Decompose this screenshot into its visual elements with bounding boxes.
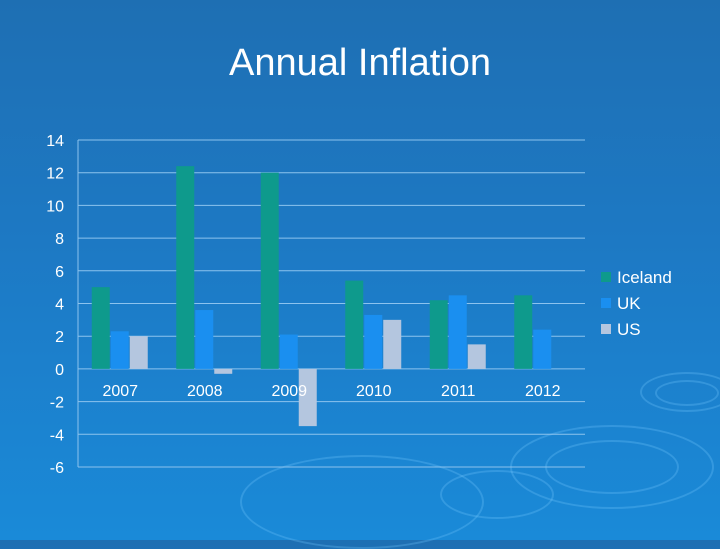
bar-us-2008	[214, 368, 233, 374]
bar-iceland-2010	[345, 280, 364, 369]
bar-us-2011	[467, 344, 486, 369]
y-tick-label: 0	[55, 362, 64, 379]
y-tick-label: 6	[55, 264, 64, 281]
decorative-ripple	[440, 470, 554, 519]
gridlines	[77, 139, 585, 468]
y-tick-label: 4	[55, 297, 64, 314]
legend-swatch-us	[601, 324, 611, 334]
x-tick-label: 2008	[187, 383, 223, 400]
legend-label-iceland: Iceland	[617, 268, 672, 287]
bar-iceland-2007	[91, 287, 110, 369]
decorative-ripple	[640, 372, 720, 412]
y-tick-label: -6	[50, 460, 64, 477]
legend-label-uk: UK	[617, 294, 641, 313]
y-tick-label: -4	[50, 427, 64, 444]
bar-us-2010	[383, 319, 402, 369]
x-tick-label: 2010	[356, 383, 392, 400]
bar-uk-2008	[195, 310, 214, 369]
x-tick-label: 2007	[102, 383, 138, 400]
bar-iceland-2008	[176, 166, 195, 369]
bar-uk-2010	[364, 314, 383, 369]
x-axis-ticks: 2007 2008 2009 2010 2011 2012	[102, 383, 560, 400]
bar-uk-2007	[110, 331, 129, 369]
legend: Iceland UK US	[601, 268, 672, 339]
y-tick-label: 14	[46, 133, 64, 150]
x-tick-label: 2009	[271, 383, 307, 400]
bar-us-2009	[298, 368, 317, 427]
y-tick-label: 2	[55, 329, 64, 346]
bar-iceland-2012	[514, 295, 533, 369]
y-tick-label: 10	[46, 198, 64, 215]
x-tick-label: 2012	[525, 383, 561, 400]
x-tick-label: 2011	[441, 383, 476, 400]
bar-uk-2009	[279, 334, 298, 369]
bars	[91, 166, 552, 427]
legend-swatch-iceland	[601, 272, 611, 282]
y-axis-ticks: 14 12 10 8 6 4 2 0 -2 -4 -6	[46, 133, 64, 477]
bar-us-2007	[129, 336, 148, 369]
bar-iceland-2009	[260, 172, 279, 369]
bar-uk-2012	[533, 329, 552, 369]
bar-uk-2011	[448, 295, 467, 369]
bar-iceland-2011	[429, 300, 448, 369]
legend-label-us: US	[617, 320, 641, 339]
legend-swatch-uk	[601, 298, 611, 308]
slide-title: Annual Inflation	[229, 42, 491, 84]
y-tick-label: 12	[46, 166, 64, 183]
decorative-ripple	[655, 380, 719, 406]
y-tick-label: -2	[50, 395, 64, 412]
y-tick-label: 8	[55, 231, 64, 248]
